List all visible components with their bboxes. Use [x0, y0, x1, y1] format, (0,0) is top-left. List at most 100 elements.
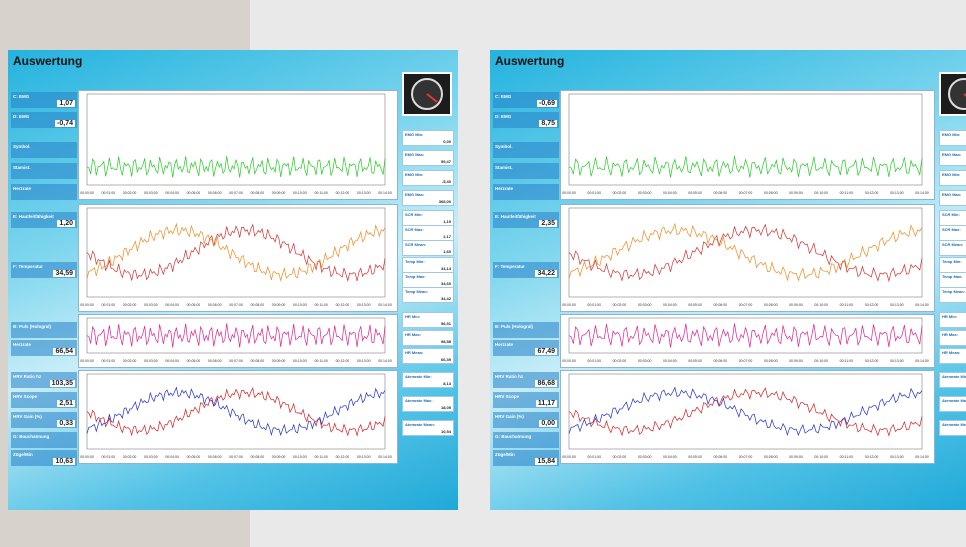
plot-frame: [569, 208, 922, 297]
statistic-label: EMG Min:: [405, 132, 423, 137]
channel-label: HRV Scope: [13, 394, 37, 399]
time-tick-label: 00:09:00: [272, 359, 286, 363]
channel-value: 10,63: [53, 458, 75, 465]
channel-label: Symbol.: [13, 144, 31, 149]
time-tick-label: 00:04:00: [165, 359, 179, 363]
channel-label: Herzrate: [495, 342, 513, 347]
time-tick-label: 00:06:00: [713, 359, 727, 363]
time-tick-label: 00:10:00: [293, 455, 307, 459]
statistic-label: SCR Max:: [942, 227, 961, 232]
channel-label: Züge/Min: [13, 452, 33, 457]
channel-label: G: Bauchatmung: [495, 434, 531, 439]
time-tick-label: 00:05:00: [187, 303, 201, 307]
statistic-label: Temp Mean:: [405, 289, 428, 294]
statistic-box: Atemrate Min:8,13: [402, 372, 454, 388]
channel-value: -0,69: [537, 100, 557, 107]
statistic-box: Atemrate Mean:10,54: [402, 420, 454, 436]
channel-label: E: Hautleitfähigkeit: [13, 214, 54, 219]
statistic-value: 59,47: [441, 159, 451, 164]
channel-label-box: D: EMG-0,74: [11, 112, 77, 128]
time-tick-label: 00:12:00: [865, 191, 879, 195]
statistic-label: Temp Min:: [942, 259, 962, 264]
time-tick-label: 00:13:00: [357, 359, 371, 363]
signal-trace: [87, 225, 385, 281]
time-tick-label: 00:10:00: [293, 303, 307, 307]
time-tick-label: 00:05:00: [688, 359, 702, 363]
time-tick-label: 00:09:00: [789, 303, 803, 307]
channel-label: F: Temperatur: [495, 264, 525, 269]
channel-label: Herzrate: [495, 186, 513, 191]
time-tick-label: 00:08:00: [764, 303, 778, 307]
statistic-label: EMG Max:: [942, 192, 961, 197]
statistic-box: SCR Min:1,: [939, 210, 966, 226]
signal-plot: [561, 371, 934, 453]
channel-label: C: EMG: [13, 94, 29, 99]
statistic-box: HR Mean:66,39: [402, 348, 454, 364]
time-tick-label: 00:10:00: [814, 191, 828, 195]
time-tick-label: 00:00:00: [562, 303, 576, 307]
statistic-box: Temp Min:34,14: [402, 257, 454, 273]
statistic-label: EMG Max:: [405, 192, 424, 197]
channel-label-box: G: Bauchatmung: [11, 432, 77, 448]
signal-trace: [569, 388, 922, 435]
time-tick-label: 00:03:00: [144, 191, 158, 195]
statistic-box: EMG Max:368,00: [402, 190, 454, 206]
statistic-label: HR Min:: [942, 314, 957, 319]
statistic-label: SCR Min:: [942, 212, 960, 217]
statistic-box: HR Max:98,58: [402, 330, 454, 346]
statistic-label: EMG Min:: [942, 132, 960, 137]
signal-trace: [87, 323, 385, 347]
time-tick-label: 00:01:00: [101, 359, 115, 363]
time-tick-label: 00:10:00: [814, 359, 828, 363]
statistic-box: Atemrate Min:7,: [939, 372, 966, 388]
channel-label: HRV Ratio hz: [495, 374, 523, 379]
time-tick-label: 00:13:00: [357, 303, 371, 307]
channel-label: HRV Ratio hz: [13, 374, 41, 379]
plot-frame: [87, 374, 385, 449]
time-tick-label: 00:02:00: [613, 455, 627, 459]
channel-value: 0,33: [57, 420, 75, 427]
time-tick-label: 00:01:00: [101, 303, 115, 307]
time-tick-label: 00:07:00: [739, 359, 753, 363]
signal-trace: [569, 225, 922, 281]
statistic-value: 0,00: [443, 139, 451, 144]
time-tick-label: 00:08:00: [250, 359, 264, 363]
time-tick-label: 00:02:00: [123, 303, 137, 307]
statistic-label: HR Max:: [942, 332, 958, 337]
channel-label-box: Stamist.: [11, 163, 77, 179]
time-tick-label: 00:11:00: [840, 359, 853, 363]
channel-value: 34,59: [53, 270, 75, 277]
statistic-value: 34,42: [441, 296, 451, 301]
statistic-box: EMG Min:-4,: [939, 170, 966, 186]
plot-frame: [569, 318, 922, 353]
statistic-label: EMG Max:: [405, 152, 424, 157]
statistic-value: 1,60: [443, 249, 451, 254]
statistic-label: Atemrate Max:: [942, 398, 966, 403]
statistic-value: 18,05: [441, 405, 451, 410]
time-tick-label: 00:10:00: [293, 191, 307, 195]
time-tick-label: 00:02:00: [123, 455, 137, 459]
channel-label-box: Symbol.: [11, 142, 77, 158]
time-tick-label: 00:00:00: [80, 455, 94, 459]
statistic-box: EMG Min: 0,00: [402, 130, 454, 146]
statistic-box: EMG Min:0,: [939, 130, 966, 146]
statistic-box: Temp Mean:34,: [939, 287, 966, 303]
signal-plot: [561, 315, 934, 357]
statistic-label: HR Mean:: [405, 350, 423, 355]
time-tick-label: 00:08:00: [764, 359, 778, 363]
channel-value: 8,75: [539, 120, 557, 127]
screen-title: Auswertung: [13, 54, 82, 68]
statistic-value: 8,13: [443, 381, 451, 386]
time-tick-label: 00:09:00: [789, 191, 803, 195]
time-tick-label: 00:11:00: [840, 455, 853, 459]
statistic-label: Atemrate Min:: [942, 374, 966, 379]
time-tick-label: 00:09:00: [789, 359, 803, 363]
channel-label: Stamist.: [495, 165, 513, 170]
statistic-box: Atemrate Mean:11,: [939, 420, 966, 436]
time-tick-label: 00:01:00: [587, 191, 601, 195]
